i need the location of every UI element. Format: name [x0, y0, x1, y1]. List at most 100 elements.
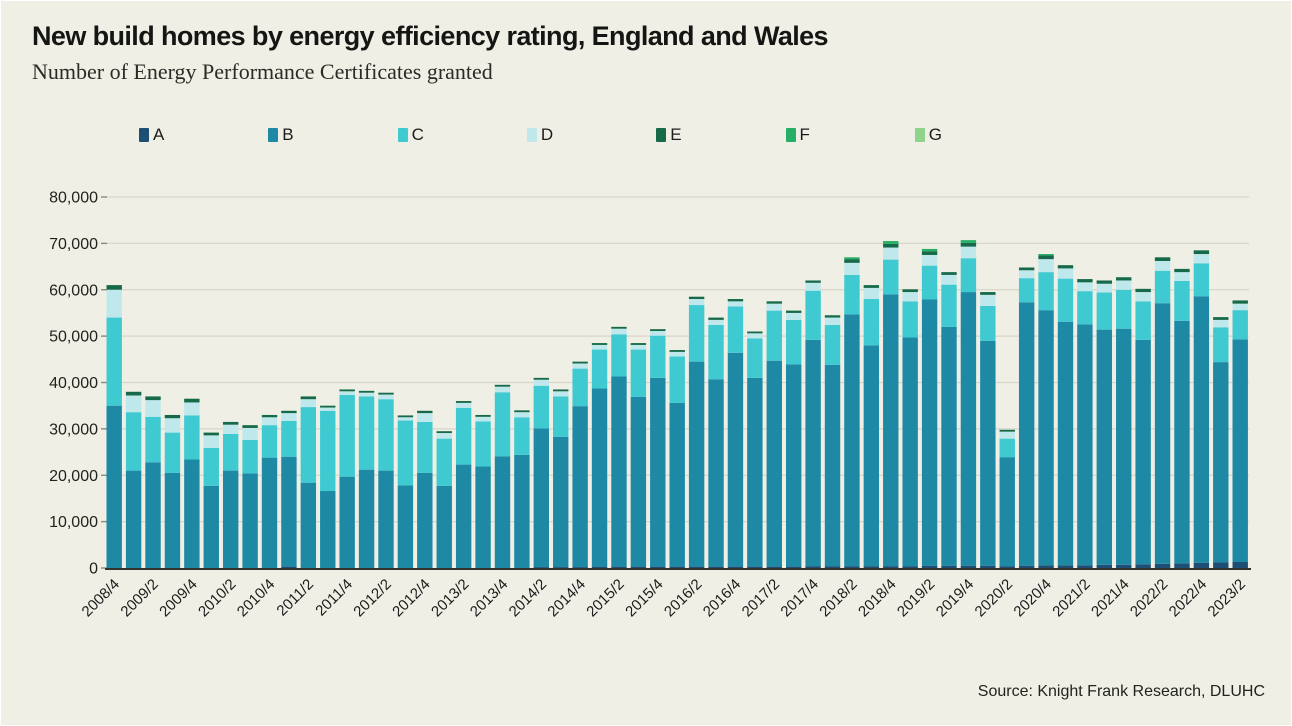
bar-segment-A-2023/1	[1213, 562, 1229, 568]
bar-segment-B-2008/4	[106, 405, 122, 568]
bar-segment-B-2020/3	[1018, 302, 1035, 566]
bar-segment-D-2023/2	[1232, 303, 1248, 311]
bar-segment-E-2018/2	[844, 259, 860, 263]
bar-segment-C-2017/2	[766, 310, 782, 361]
bar-segment-A-2022/1	[1135, 564, 1151, 568]
bar-segment-D-2011/4	[339, 391, 355, 396]
bar-segment-B-2013/3	[475, 466, 491, 568]
bar-segment-A-2023/2	[1232, 561, 1248, 568]
bar-segment-C-2018/4	[883, 259, 899, 295]
bar-segment-C-2019/3	[941, 284, 957, 327]
x-axis-label: 2017/4	[777, 576, 821, 620]
bar-segment-D-2011/2	[300, 399, 317, 408]
bar-segment-F-2019/2	[921, 248, 938, 252]
bar-segment-C-2020/1	[980, 305, 996, 341]
y-axis-label: 60,000	[49, 282, 98, 299]
bar-segment-C-2018/3	[863, 299, 880, 346]
bar-segment-C-2021/1	[1057, 278, 1074, 322]
bar-segment-B-2009/3	[164, 472, 181, 568]
bar-segment-C-2019/1	[902, 301, 918, 338]
bar-segment-E-2010/1	[203, 432, 219, 436]
bar-segment-B-2011/2	[300, 482, 317, 568]
bar-segment-B-2021/2	[1077, 324, 1093, 566]
bar-segment-A-2022/3	[1174, 563, 1190, 568]
bar-segment-B-2010/1	[203, 485, 219, 568]
bar-segment-B-2010/2	[222, 470, 239, 568]
bar-segment-E-2009/4	[184, 398, 200, 403]
bar-segment-B-2011/3	[320, 491, 336, 568]
bar-segment-B-2010/4	[261, 457, 278, 568]
bar-segment-E-2014/4	[572, 361, 588, 364]
bar-segment-A-2016/1	[669, 566, 685, 568]
y-axis-label: 70,000	[49, 236, 98, 253]
bar-segment-E-2013/3	[475, 414, 491, 417]
bar-segment-C-2012/2	[378, 399, 394, 471]
bar-segment-E-2019/3	[941, 272, 957, 275]
bar-segment-B-2015/2	[611, 376, 627, 567]
bar-segment-E-2009/1	[125, 391, 142, 396]
x-axis-label: 2014/2	[506, 576, 550, 620]
bar-segment-D-2013/1	[436, 433, 452, 439]
x-axis-label: 2018/2	[816, 576, 860, 620]
bar-segment-D-2014/1	[514, 412, 530, 418]
bar-segment-A-2020/1	[980, 565, 996, 568]
bar-segment-B-2014/4	[572, 406, 588, 568]
bar-segment-D-2018/4	[883, 247, 899, 260]
bar-segment-E-2018/3	[863, 285, 880, 288]
bar-segment-C-2021/3	[1096, 292, 1113, 330]
bar-segment-D-2013/2	[455, 402, 472, 409]
bar-segment-A-2016/3	[708, 566, 724, 568]
bar-segment-E-2021/1	[1057, 265, 1074, 269]
bar-segment-D-2014/2	[533, 379, 550, 386]
bar-segment-C-2013/4	[494, 392, 511, 457]
bar-segment-C-2022/1	[1135, 301, 1151, 340]
bar-segment-D-2019/4	[960, 246, 977, 259]
bar-segment-D-2018/2	[844, 262, 860, 275]
legend-label: F	[799, 125, 810, 144]
bar-segment-C-2011/1	[281, 420, 297, 457]
bar-segment-A-2017/4	[805, 566, 821, 568]
bar-segment-C-2009/1	[125, 412, 142, 471]
bar-segment-E-2014/2	[533, 377, 550, 380]
legend-label: C	[411, 125, 424, 144]
bar-segment-B-2016/2	[688, 361, 705, 567]
bar-segment-C-2018/1	[824, 324, 841, 365]
bar-segment-D-2009/3	[164, 418, 181, 433]
bar-segment-B-2020/2	[999, 457, 1015, 567]
bar-segment-E-2016/1	[669, 350, 685, 352]
x-axis-label: 2018/4	[855, 576, 899, 620]
bar-segment-D-2015/2	[611, 328, 627, 335]
bar-segment-D-2017/1	[747, 333, 763, 339]
bar-segment-D-2010/1	[203, 435, 219, 448]
legend-item-D: D	[526, 125, 554, 145]
bar-segment-D-2022/4	[1193, 254, 1210, 264]
bar-segment-D-2015/4	[650, 331, 666, 336]
bar-segment-B-2022/3	[1174, 320, 1190, 564]
x-axis-label: 2012/4	[389, 576, 433, 620]
bar-segment-B-2011/4	[339, 476, 355, 568]
x-axis-label: 2009/4	[156, 576, 200, 620]
legend-label: D	[540, 125, 554, 144]
bar-segment-D-2020/2	[999, 431, 1015, 439]
bar-segment-D-2016/3	[708, 319, 724, 325]
bar-segment-B-2013/2	[455, 464, 472, 568]
bar-segment-B-2012/3	[397, 485, 414, 568]
bar-segment-C-2018/2	[844, 274, 860, 315]
bar-segment-A-2019/2	[921, 565, 938, 568]
bar-segment-B-2016/3	[708, 379, 724, 567]
bar-segment-E-2012/3	[397, 415, 414, 418]
bar-segment-D-2011/1	[281, 413, 297, 421]
x-axis-label: 2019/2	[894, 576, 938, 620]
legend-label: E	[670, 125, 682, 144]
x-axis-label: 2013/4	[467, 576, 511, 620]
x-axis-label: 2010/4	[234, 576, 278, 620]
bar-segment-E-2009/3	[164, 414, 181, 419]
bar-segment-A-2016/2	[688, 566, 705, 568]
bar-segment-D-2014/3	[553, 391, 569, 397]
bar-segment-E-2021/3	[1096, 280, 1113, 284]
bar-segment-C-2014/2	[533, 385, 550, 429]
bar-segment-C-2010/2	[222, 433, 239, 471]
legend-item-G: G	[914, 125, 942, 145]
bar-segment-E-2011/3	[320, 405, 336, 408]
